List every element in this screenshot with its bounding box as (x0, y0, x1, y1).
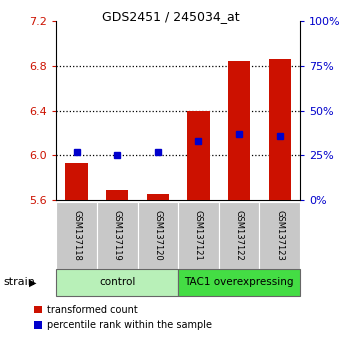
Text: GSM137120: GSM137120 (153, 210, 162, 261)
Text: GSM137119: GSM137119 (113, 210, 122, 261)
Text: ▶: ▶ (29, 277, 36, 287)
Text: percentile rank within the sample: percentile rank within the sample (47, 320, 212, 330)
Text: GSM137123: GSM137123 (275, 210, 284, 261)
Text: strain: strain (3, 277, 35, 287)
Text: TAC1 overexpressing: TAC1 overexpressing (184, 277, 294, 287)
Bar (269, 59, 291, 200)
Bar (106, 190, 129, 200)
Text: transformed count: transformed count (47, 304, 137, 315)
Text: GDS2451 / 245034_at: GDS2451 / 245034_at (102, 10, 239, 23)
Bar (65, 163, 88, 200)
Text: control: control (99, 277, 135, 287)
Bar (187, 110, 210, 200)
Bar (228, 62, 250, 200)
Text: GSM137122: GSM137122 (235, 210, 243, 261)
Bar (147, 194, 169, 200)
Text: GSM137121: GSM137121 (194, 210, 203, 261)
Text: GSM137118: GSM137118 (72, 210, 81, 261)
